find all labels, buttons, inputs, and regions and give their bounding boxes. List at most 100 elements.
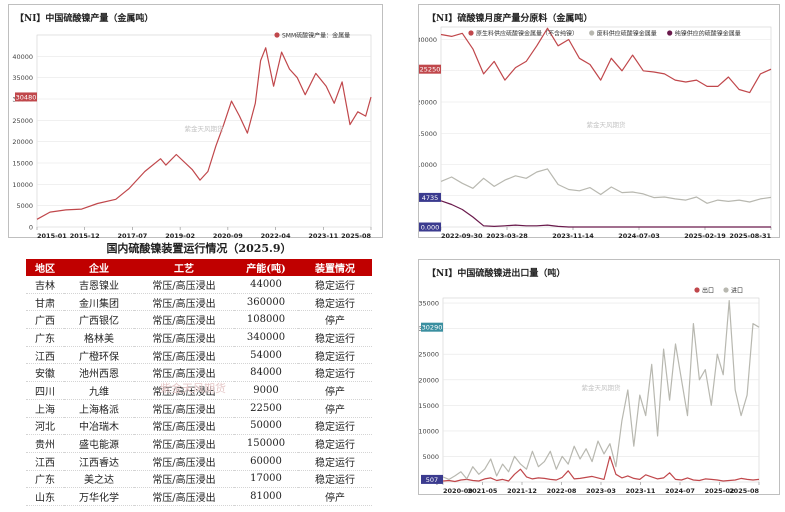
table-cell: 360000: [234, 293, 298, 312]
y-tick-label: 10000: [419, 427, 439, 435]
table-cell: 常压/高压浸出: [134, 276, 234, 294]
table-cell: 稳定运行: [298, 293, 372, 312]
table-cell: 50000: [234, 417, 298, 436]
table-cell: 常压/高压浸出: [134, 399, 234, 418]
table-cell: 稳定运行: [298, 363, 372, 383]
table-cell: 17000: [234, 470, 298, 489]
column-header: 工艺: [134, 259, 234, 276]
y-tick-label: 25000: [419, 351, 439, 359]
table-cell: 稳定运行: [298, 434, 372, 453]
table-cell: 停产: [298, 487, 372, 506]
series-line: [442, 299, 760, 480]
legend-label: 原生料供应硫酸镍金属量（不含纯镍）: [476, 29, 578, 37]
value-label-box: [419, 222, 441, 232]
series-line: [440, 27, 772, 94]
table-row: 上海 上海格派 常压/高压浸出 22500 停产: [26, 399, 372, 418]
y-tick-label: 20000: [419, 99, 437, 107]
x-tick-label: 2024-07: [665, 487, 695, 495]
table-cell: 万华化学: [64, 487, 134, 506]
table-cell: 108000: [234, 310, 298, 330]
y-tick-label: 20000: [12, 138, 33, 146]
table-cell: 常压/高压浸出: [134, 434, 234, 453]
legend-label: 纯镍供应的硫酸镍金属量: [675, 29, 741, 37]
plant-status-table: 地区 企业 工艺 产能(吨) 装置情况 吉林 吉恩镍业 常压/高压浸出 44000 稳定运行 甘肃…: [26, 259, 372, 506]
chart-title: 【NI】中国硫酸镍产量（金属吨）: [15, 14, 154, 24]
value-label: 25250: [420, 66, 441, 74]
watermark: 紫金天风期货: [582, 383, 622, 392]
y-tick-label: 40000: [12, 53, 33, 61]
table-cell: 44000: [234, 276, 298, 294]
table-cell: 稳定运行: [298, 328, 372, 347]
table-cell: 常压/高压浸出: [134, 417, 234, 436]
value-label-box: [421, 474, 443, 484]
value-label-box: [15, 92, 37, 102]
x-tick-label: 2020-09: [213, 232, 243, 239]
table-cell: 54000: [234, 346, 298, 365]
legend-label: 废料供应硫酸镍金属量: [597, 29, 657, 37]
y-tick-label: 30000: [419, 36, 437, 44]
table-cell: 340000: [234, 328, 298, 347]
chart-panel-production: 【NI】中国硫酸镍产量（金属吨） 0 5000 10000 15000 20000 250…: [8, 4, 383, 239]
table-cell: 停产: [298, 381, 372, 400]
table-row: 江西 广橙环保 常压/高压浸出 54000 稳定运行: [26, 346, 372, 365]
legend-marker: [589, 30, 595, 36]
legend-label: 进口: [731, 286, 743, 294]
x-tick-label: 2015-01: [37, 232, 67, 239]
x-tick-label: 2023-11-14: [552, 232, 594, 239]
table-cell: 150000: [234, 434, 298, 453]
table-cell: 60000: [234, 452, 298, 471]
value-label-box: [421, 322, 443, 332]
legend-label: 出口: [702, 286, 714, 294]
series-line: [440, 200, 771, 228]
table-watermark: 紫金天风期货: [160, 382, 226, 395]
table-cell: 上海: [26, 399, 64, 418]
table-cell: 稳定运行: [298, 452, 372, 471]
table-cell: 上海格派: [64, 399, 134, 418]
table-cell: 常压/高压浸出: [134, 293, 234, 312]
table-cell: 格林美: [64, 328, 134, 347]
x-tick-label: 2024-07-03: [618, 232, 660, 239]
table-cell: 九维: [64, 381, 134, 400]
table-cell: 吉恩镍业: [64, 276, 134, 294]
table-header-row: 地区 企业 工艺 产能(吨) 装置情况: [26, 259, 372, 276]
y-tick-label: 35000: [12, 74, 33, 82]
table-cell: 甘肃: [26, 293, 64, 312]
table-cell: 常压/高压浸出: [134, 328, 234, 347]
table-cell: 盛屯能源: [64, 434, 134, 453]
table-cell: 稳定运行: [298, 470, 372, 489]
legend-label: SMM硫酸镍产量：金属量: [282, 31, 350, 39]
x-tick-label: 2025-08: [729, 487, 759, 495]
table-cell: 常压/高压浸出: [134, 470, 234, 489]
table-cell: 常压/高压浸出: [134, 487, 234, 506]
table-cell: 美之达: [64, 470, 134, 489]
y-tick-label: 5000: [16, 202, 33, 210]
y-tick-label: 35000: [419, 300, 439, 308]
column-header: 装置情况: [298, 259, 372, 276]
table-cell: 稳定运行: [298, 346, 372, 365]
table-row: 甘肃 金川集团 常压/高压浸出 360000 稳定运行: [26, 293, 372, 312]
x-tick-label: 2015-12: [70, 232, 100, 239]
y-tick-label: 15000: [419, 130, 437, 138]
value-label: 4735: [422, 194, 439, 202]
x-tick-label: 2025-08: [341, 232, 371, 239]
table-cell: 广西: [26, 310, 64, 330]
table-cell: 常压/高压浸出: [134, 452, 234, 471]
line-chart-trade: 050001000015000200002500030000350002020-…: [419, 286, 760, 495]
table-cell: 停产: [298, 310, 372, 330]
x-tick-label: 2022-04: [261, 232, 291, 239]
chart-panel-trade: 【NI】中国硫酸镍进出口量（吨） 05000100001500020000250…: [418, 259, 780, 495]
table-cell: 广东: [26, 328, 64, 347]
table-cell: 稳定运行: [298, 417, 372, 436]
value-label: 30480: [16, 93, 37, 101]
table-row: 四川 九维 常压/高压浸出 9000 停产: [26, 381, 372, 400]
value-label: 30290: [422, 324, 443, 332]
column-header: 地区: [26, 259, 64, 276]
x-tick-label: 2023-11: [626, 487, 656, 495]
table-row: 贵州 盛屯能源 常压/高压浸出 150000 稳定运行: [26, 434, 372, 453]
table-cell: 常压/高压浸出: [134, 363, 234, 383]
x-tick-label: 2023-03: [586, 487, 616, 495]
table-cell: 常压/高压浸出: [134, 381, 234, 400]
value-label-box: [419, 192, 441, 202]
chart-panel-raw-material: 【NI】硫酸镍月度产量分原料（金属吨） 05000100001500020000…: [418, 4, 780, 239]
y-tick-label: 0: [29, 224, 33, 232]
